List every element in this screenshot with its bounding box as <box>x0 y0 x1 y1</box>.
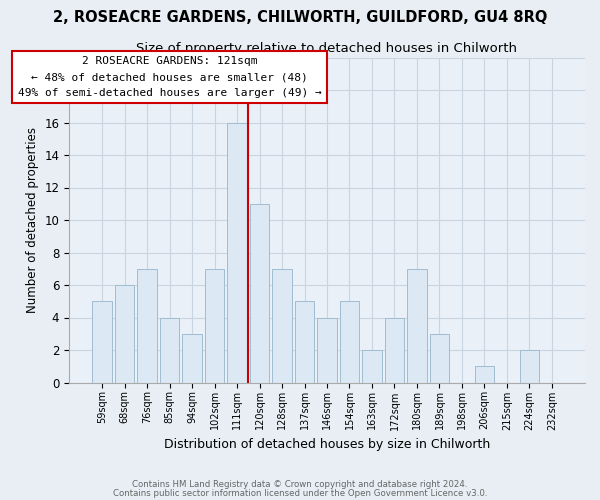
Bar <box>520 350 539 382</box>
Bar <box>430 334 449 382</box>
Bar <box>385 318 404 382</box>
Bar <box>182 334 202 382</box>
Bar <box>317 318 337 382</box>
Bar <box>407 269 427 382</box>
Text: 2 ROSEACRE GARDENS: 121sqm
← 48% of detached houses are smaller (48)
49% of semi: 2 ROSEACRE GARDENS: 121sqm ← 48% of deta… <box>17 56 322 98</box>
Bar <box>250 204 269 382</box>
Bar <box>362 350 382 382</box>
Bar <box>115 285 134 382</box>
Text: Contains public sector information licensed under the Open Government Licence v3: Contains public sector information licen… <box>113 488 487 498</box>
Bar <box>272 269 292 382</box>
X-axis label: Distribution of detached houses by size in Chilworth: Distribution of detached houses by size … <box>164 438 490 451</box>
Bar <box>92 301 112 382</box>
Bar <box>137 269 157 382</box>
Bar <box>205 269 224 382</box>
Bar <box>227 122 247 382</box>
Text: Contains HM Land Registry data © Crown copyright and database right 2024.: Contains HM Land Registry data © Crown c… <box>132 480 468 489</box>
Bar <box>340 301 359 382</box>
Title: Size of property relative to detached houses in Chilworth: Size of property relative to detached ho… <box>137 42 517 55</box>
Text: 2, ROSEACRE GARDENS, CHILWORTH, GUILDFORD, GU4 8RQ: 2, ROSEACRE GARDENS, CHILWORTH, GUILDFOR… <box>53 10 547 25</box>
Y-axis label: Number of detached properties: Number of detached properties <box>26 127 39 313</box>
Bar <box>160 318 179 382</box>
Bar <box>295 301 314 382</box>
Bar <box>475 366 494 382</box>
